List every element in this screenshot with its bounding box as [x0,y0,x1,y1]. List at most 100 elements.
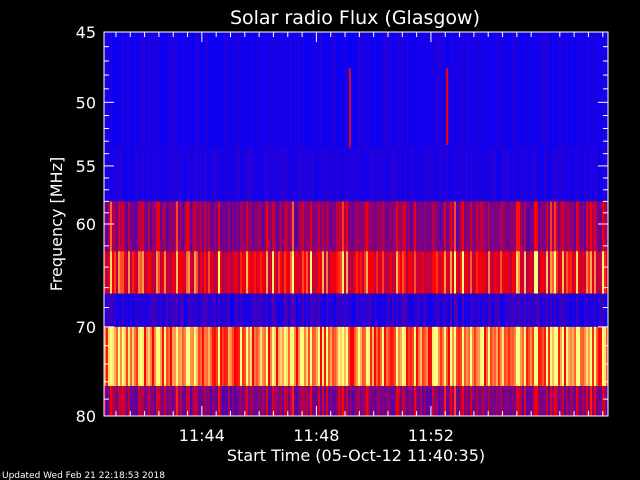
spectrogram-cell [456,386,459,416]
spectrogram-cell [288,32,291,148]
spectrogram-cell [466,326,469,387]
spectrogram-cell [170,386,173,416]
spectrogram-cell [494,326,497,387]
spectrogram-cell [448,293,451,327]
spectrogram-cell [316,386,319,416]
spectrogram-cell [234,386,237,416]
spectrogram-cell [520,293,523,327]
spectrogram-cell [364,32,367,148]
spectrogram-cell [286,293,289,327]
spectrogram-cell [284,32,287,148]
spectrogram-cell [352,147,355,202]
spectrogram-cell [358,201,361,252]
spectrogram-cell [296,293,299,327]
spectrogram-cell [274,201,277,252]
spectrogram-cell [288,326,291,387]
spectrogram-cell [328,293,331,327]
spectrogram-cell [192,201,195,252]
spectrogram-cell [294,326,297,387]
spectrogram-cell [554,32,557,148]
spectrogram-cell [124,386,127,416]
spectrogram-cell [570,201,573,252]
spectrogram-cell [492,147,495,202]
spectrogram-cell [170,326,173,387]
spectrogram-cell [578,147,581,202]
spectrogram-cell [164,201,167,252]
spectrogram-cell [386,251,389,294]
spectrogram-cell [448,32,451,148]
spectrogram-cell [388,293,391,327]
spectrogram-cell [144,147,147,202]
spectrogram-cell [244,386,247,416]
spectrogram-cell [390,201,393,252]
spectrogram-cell [412,326,415,387]
spectrogram-cell [142,326,145,387]
spectrogram-cell [422,293,425,327]
spectrogram-cell [114,293,117,327]
spectrogram-cell [390,32,393,148]
spectrogram-cell [320,201,323,252]
spectrogram-cell [158,293,161,327]
spectrogram-cell [156,251,159,294]
spectrogram-cell [506,201,509,252]
spectrogram-cell [444,326,447,387]
spectrogram-cell [270,293,273,327]
spectrogram-cell [154,251,157,294]
spectrogram-cell [172,386,175,416]
spectrogram-cell [442,201,445,252]
spectrogram-cell [326,326,329,387]
spectrogram-cell [146,386,149,416]
spectrogram-cell [252,147,255,202]
spectrogram-cell [264,147,267,202]
spectrogram-cell [470,251,473,294]
spectrogram-cell [310,293,313,327]
spectrogram-cell [302,147,305,202]
spectrogram-cell [376,251,379,294]
spectrogram-cell [174,293,177,327]
spectrogram-cell [378,201,381,252]
spectrogram-cell [256,147,259,202]
spectrogram-cell [570,147,573,202]
spectrogram-cell [156,386,159,416]
spectrogram-cell [280,326,283,387]
spectrogram-cell [110,251,113,294]
spectrogram-cell [560,147,563,202]
spectrogram-cell [566,386,569,416]
spectrogram-cell [384,147,387,202]
spectrogram-cell [226,147,229,202]
spectrogram-cell [478,293,481,327]
spectrogram-cell [182,147,185,202]
spectrogram-cell [502,293,505,327]
spectrogram-cell [346,293,349,327]
spectrogram-cell [242,201,245,252]
spectrogram-cell [458,201,461,252]
spectrogram-cell [606,201,609,252]
spectrogram-cell [192,386,195,416]
spectrogram-cell [496,326,499,387]
spectrogram-cell [516,251,519,294]
spectrogram-cell [534,32,537,148]
spectrogram-cell [276,32,279,148]
spectrogram-cell [512,326,515,387]
spectrogram-cell [520,147,523,202]
spectrogram-cell [296,147,299,202]
spectrogram-cell [258,147,261,202]
spectrogram-cell [340,293,343,327]
spectrogram-cell [282,326,285,387]
spectrogram-cell [326,201,329,252]
spectrogram-cell [222,201,225,252]
spectrogram-cell [166,147,169,202]
spectrogram-cell [474,293,477,327]
spectrogram-cell [226,326,229,387]
spectrogram-cell [550,147,553,202]
spectrogram-cell [326,32,329,148]
spectrogram-cell [312,147,315,202]
spectrogram-cell [554,147,557,202]
spectrogram-cell [110,326,113,387]
spectrogram-cell [426,32,429,148]
spectrogram-cell [600,32,603,148]
spectrogram-cell [234,147,237,202]
spectrogram-cell [228,32,231,148]
spectrogram-cell [184,201,187,252]
spectrogram-cell [372,326,375,387]
